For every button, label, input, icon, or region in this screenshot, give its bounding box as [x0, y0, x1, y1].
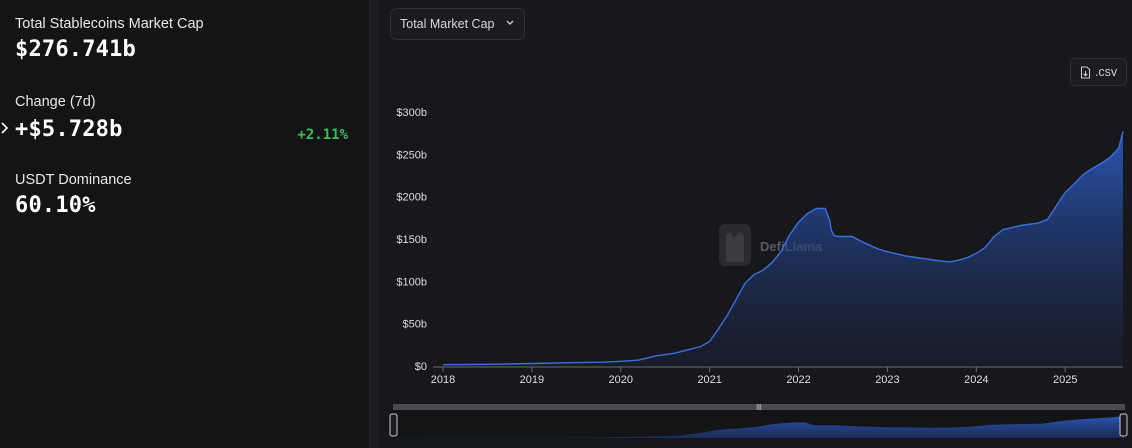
file-download-icon [1080, 65, 1090, 79]
chevron-right-icon[interactable] [0, 121, 10, 135]
dominance-label: USDT Dominance [15, 172, 132, 188]
change-label: Change (7d) [15, 94, 96, 110]
stats-panel: Total Stablecoins Market Cap $276.741b C… [0, 0, 369, 448]
metric-select[interactable]: Total Market Cap [390, 8, 525, 40]
csv-download-button[interactable]: .csv [1070, 58, 1127, 86]
market-cap-value: $276.741b [15, 37, 137, 62]
chart-panel: Total Market Cap .csv [379, 0, 1132, 448]
csv-label: .csv [1094, 65, 1118, 79]
dominance-value: 60.10% [15, 193, 96, 218]
metric-select-label: Total Market Cap [400, 17, 495, 31]
chevron-down-icon [506, 20, 514, 25]
change-value: +$5.728b [15, 117, 123, 142]
market-cap-label: Total Stablecoins Market Cap [15, 16, 204, 32]
panel-divider [369, 0, 379, 448]
change-percent-badge: +2.11% [297, 127, 348, 143]
